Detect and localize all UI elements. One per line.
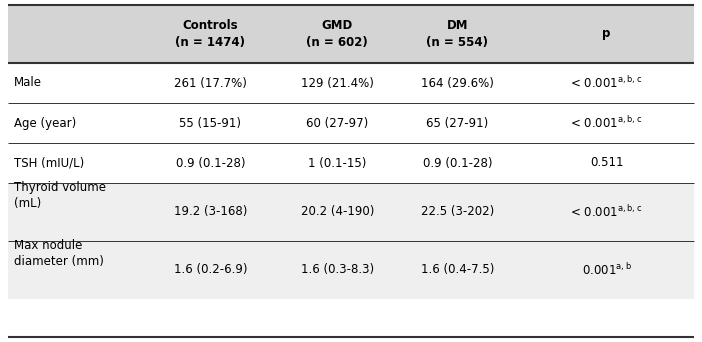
Bar	[8, 143, 694, 183]
Text: 65 (27-91): 65 (27-91)	[426, 117, 489, 130]
Text: 0.9 (0.1-28): 0.9 (0.1-28)	[176, 157, 245, 170]
Text: 20.2 (4-190): 20.2 (4-190)	[300, 206, 374, 219]
Text: Age (year): Age (year)	[14, 117, 77, 130]
Text: Thyroid volume
(mL): Thyroid volume (mL)	[14, 181, 106, 210]
Bar	[8, 241, 694, 299]
Text: 1.6 (0.3-8.3): 1.6 (0.3-8.3)	[300, 263, 374, 276]
Text: 261 (17.7%): 261 (17.7%)	[174, 77, 247, 90]
Text: 1.6 (0.4-7.5): 1.6 (0.4-7.5)	[420, 263, 494, 276]
Bar	[8, 63, 694, 103]
Text: p: p	[602, 27, 611, 40]
Text: Controls
(n = 1474): Controls (n = 1474)	[176, 19, 246, 49]
Text: 19.2 (3-168): 19.2 (3-168)	[173, 206, 247, 219]
Text: 1 (0.1-15): 1 (0.1-15)	[308, 157, 366, 170]
Text: 129 (21.4%): 129 (21.4%)	[301, 77, 373, 90]
Text: DM
(n = 554): DM (n = 554)	[426, 19, 489, 49]
Text: 164 (29.6%): 164 (29.6%)	[421, 77, 494, 90]
Text: TSH (mIU/L): TSH (mIU/L)	[14, 157, 84, 170]
Text: Male: Male	[14, 77, 42, 90]
Text: < 0.001$^{\mathsf{a,b,c}}$: < 0.001$^{\mathsf{a,b,c}}$	[571, 115, 642, 131]
Text: 0.9 (0.1-28): 0.9 (0.1-28)	[423, 157, 492, 170]
Bar	[8, 103, 694, 143]
Text: 0.001$^{\mathsf{a,b}}$: 0.001$^{\mathsf{a,b}}$	[582, 262, 631, 278]
Text: < 0.001$^{\mathsf{a,b,c}}$: < 0.001$^{\mathsf{a,b,c}}$	[571, 204, 642, 220]
Text: 0.511: 0.511	[590, 157, 623, 170]
Text: 1.6 (0.2-6.9): 1.6 (0.2-6.9)	[173, 263, 247, 276]
Text: Max nodule
diameter (mm): Max nodule diameter (mm)	[14, 239, 104, 268]
Text: < 0.001$^{\mathsf{a,b,c}}$: < 0.001$^{\mathsf{a,b,c}}$	[571, 75, 642, 91]
Text: 60 (27-97): 60 (27-97)	[306, 117, 369, 130]
Bar	[8, 183, 694, 241]
Bar	[8, 5, 694, 63]
Text: 22.5 (3-202): 22.5 (3-202)	[420, 206, 494, 219]
Text: GMD
(n = 602): GMD (n = 602)	[306, 19, 368, 49]
Text: 55 (15-91): 55 (15-91)	[180, 117, 241, 130]
